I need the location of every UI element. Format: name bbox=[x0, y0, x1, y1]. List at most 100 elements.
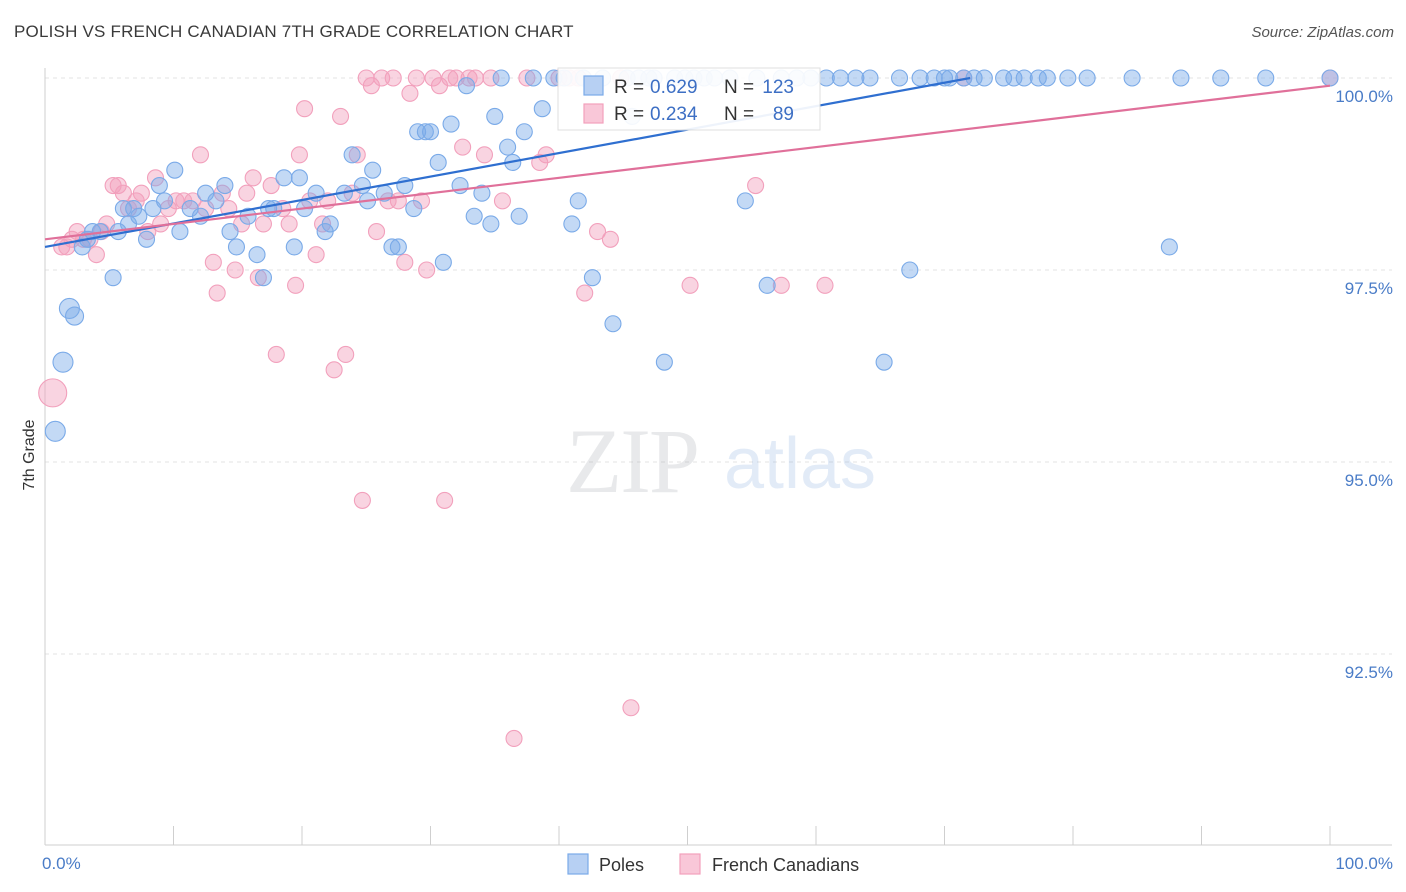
trend-line-french-canadians bbox=[44, 84, 1331, 241]
data-point bbox=[204, 253, 222, 271]
data-point bbox=[87, 246, 105, 264]
data-point bbox=[655, 353, 673, 371]
data-point bbox=[321, 215, 339, 233]
data-point bbox=[518, 69, 536, 87]
data-point bbox=[875, 353, 893, 371]
data-point bbox=[171, 223, 189, 241]
x-tick-label-left: 0.0% bbox=[42, 854, 81, 873]
data-point bbox=[384, 69, 402, 87]
data-point bbox=[137, 230, 156, 248]
data-point bbox=[44, 420, 66, 442]
data-point bbox=[226, 261, 244, 279]
data-point bbox=[244, 169, 262, 187]
data-point bbox=[861, 69, 879, 87]
axes bbox=[44, 68, 1392, 846]
watermark-zip: ZIP bbox=[566, 410, 698, 512]
data-point bbox=[505, 729, 523, 748]
series-french-canadians bbox=[38, 69, 1339, 748]
data-point bbox=[975, 69, 993, 87]
data-point bbox=[248, 246, 266, 264]
y-tick-label: 92.5% bbox=[1345, 663, 1393, 682]
data-point bbox=[569, 192, 587, 210]
data-point bbox=[254, 215, 273, 233]
data-point bbox=[515, 123, 533, 141]
data-point bbox=[114, 200, 132, 218]
data-point bbox=[191, 146, 210, 164]
data-point bbox=[114, 184, 132, 202]
y-axis-title: 7th Grade bbox=[21, 419, 38, 490]
data-point bbox=[104, 269, 122, 287]
data-point bbox=[155, 192, 174, 210]
data-point bbox=[758, 276, 776, 294]
data-point bbox=[364, 161, 382, 179]
data-point bbox=[285, 238, 303, 256]
data-point bbox=[1172, 69, 1190, 87]
data-point bbox=[421, 123, 440, 141]
stats-n-poles: 123 bbox=[762, 77, 794, 98]
watermark-atlas: atlas bbox=[724, 424, 876, 504]
data-point bbox=[486, 107, 504, 125]
data-point bbox=[492, 69, 510, 87]
data-point bbox=[1321, 69, 1339, 87]
svg-text:R =: R = bbox=[614, 104, 644, 125]
data-point bbox=[441, 69, 459, 87]
stats-r-french-canadians: 0.234 bbox=[650, 104, 698, 125]
data-point bbox=[146, 169, 165, 187]
data-point bbox=[249, 269, 267, 287]
data-point bbox=[280, 215, 298, 233]
data-point bbox=[601, 230, 619, 248]
legend-item-french-canadians[interactable]: French Canadians bbox=[679, 853, 859, 875]
stats-n-french-canadians: 89 bbox=[773, 104, 794, 125]
data-point bbox=[1160, 238, 1178, 256]
data-point bbox=[736, 192, 754, 210]
data-point bbox=[442, 115, 460, 133]
data-point bbox=[348, 146, 366, 164]
svg-text:N =: N = bbox=[724, 77, 754, 98]
data-point bbox=[429, 153, 447, 172]
data-point bbox=[1029, 69, 1047, 87]
data-point bbox=[482, 69, 500, 87]
data-point bbox=[1038, 69, 1056, 87]
data-point bbox=[475, 146, 494, 164]
data-point bbox=[373, 69, 391, 87]
legend-item-poles[interactable]: Poles bbox=[567, 853, 644, 875]
stats-r-poles: 0.629 bbox=[650, 77, 698, 98]
data-point bbox=[267, 345, 285, 364]
data-point bbox=[493, 192, 512, 210]
data-point bbox=[533, 100, 551, 118]
data-point bbox=[287, 276, 305, 294]
data-point bbox=[331, 107, 350, 125]
data-point bbox=[1005, 69, 1023, 87]
data-point bbox=[343, 146, 361, 164]
svg-text:N =: N = bbox=[724, 104, 754, 125]
data-point bbox=[353, 491, 371, 509]
data-point bbox=[925, 69, 943, 87]
y-tick-label: 95.0% bbox=[1345, 471, 1393, 490]
data-point bbox=[221, 223, 239, 241]
legend: Poles French Canadians bbox=[567, 853, 859, 875]
data-point bbox=[816, 276, 834, 294]
data-point bbox=[890, 69, 909, 87]
data-point bbox=[901, 261, 919, 279]
data-point bbox=[307, 246, 325, 264]
data-point bbox=[1059, 69, 1077, 87]
data-point bbox=[1123, 69, 1141, 87]
data-point bbox=[995, 69, 1013, 87]
data-point bbox=[216, 176, 234, 195]
data-point bbox=[396, 253, 414, 271]
data-point bbox=[132, 184, 150, 202]
data-point bbox=[911, 69, 929, 87]
data-point bbox=[747, 176, 765, 195]
y-tick-label: 100.0% bbox=[1335, 87, 1393, 106]
data-point bbox=[401, 84, 419, 102]
data-point bbox=[416, 123, 434, 141]
data-point bbox=[847, 69, 865, 87]
data-point bbox=[1212, 69, 1230, 87]
data-point bbox=[238, 184, 256, 202]
data-point bbox=[436, 491, 454, 509]
chart-title: POLISH VS FRENCH CANADIAN 7TH GRADE CORR… bbox=[14, 22, 574, 41]
data-point bbox=[407, 69, 425, 87]
x-tick-label-right: 100.0% bbox=[1335, 854, 1393, 873]
data-point bbox=[52, 351, 74, 373]
